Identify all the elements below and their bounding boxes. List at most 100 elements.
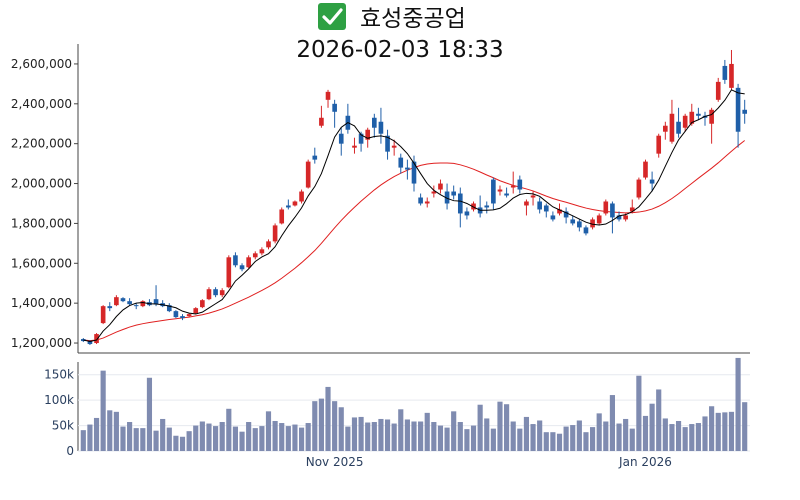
candle <box>186 313 192 318</box>
candle <box>312 147 318 164</box>
candle-body <box>656 135 662 154</box>
candle <box>477 195 483 218</box>
candle <box>345 103 351 134</box>
candle-body <box>444 191 450 204</box>
candle <box>742 99 748 124</box>
candle-body <box>570 219 576 224</box>
candle-body <box>213 289 218 296</box>
candle-body <box>550 215 556 220</box>
candle <box>497 185 503 196</box>
volume-bar <box>636 375 642 451</box>
volume-bar <box>563 426 569 451</box>
candle <box>279 207 285 225</box>
volume-bar <box>179 436 186 451</box>
candle <box>338 127 344 156</box>
candle-body <box>735 87 741 132</box>
volume-bar <box>689 424 695 451</box>
candle-body <box>629 207 635 212</box>
volume-bar <box>140 428 146 451</box>
candle-body <box>312 155 318 160</box>
candle <box>424 197 430 208</box>
volume-bar <box>384 419 391 451</box>
candle-body <box>140 301 146 307</box>
candle <box>563 207 569 224</box>
volume-bar <box>246 422 252 451</box>
volume-bar <box>437 425 444 451</box>
candle-body <box>107 306 113 309</box>
candle <box>133 303 139 310</box>
volume-bar <box>583 432 589 451</box>
volume-bar <box>550 432 556 451</box>
volume-bar <box>199 421 205 451</box>
candle-body <box>372 117 377 128</box>
volume-bar <box>160 418 166 451</box>
volume-bar <box>484 418 490 451</box>
candle <box>444 183 450 210</box>
candle <box>517 175 523 194</box>
ma5-series-line <box>83 89 745 342</box>
candle-body <box>325 91 331 100</box>
volume-bar <box>609 395 615 451</box>
volume-bar <box>305 423 311 451</box>
candle-body <box>173 311 179 318</box>
candle-body <box>272 225 278 242</box>
candle-body <box>233 255 238 266</box>
candle-body <box>114 297 119 306</box>
candle-body <box>682 115 688 128</box>
candle <box>663 121 668 140</box>
volume-bar <box>265 411 272 451</box>
candle-body <box>424 201 430 204</box>
volume-bar <box>662 418 668 451</box>
candle <box>457 187 463 228</box>
candle-body <box>100 306 106 324</box>
volume-bar <box>497 401 503 451</box>
candle-body <box>219 290 225 296</box>
candle <box>729 49 734 90</box>
candle <box>636 177 642 200</box>
volume-bar <box>292 424 298 451</box>
candle-body <box>431 191 437 194</box>
candle-body <box>457 193 463 214</box>
volume-bar <box>470 425 477 451</box>
candle <box>491 177 496 210</box>
volume-bar <box>325 386 331 451</box>
volume-bar <box>457 422 463 451</box>
candle <box>696 107 701 120</box>
candle-body <box>557 209 562 214</box>
candle <box>398 153 404 174</box>
volume-bar <box>219 422 225 451</box>
candle-body <box>226 257 232 288</box>
volume-bar <box>100 370 106 451</box>
candle-body <box>299 191 304 202</box>
candle <box>219 288 225 298</box>
candle <box>80 338 86 343</box>
candle <box>378 107 384 144</box>
volume-bar <box>173 435 179 451</box>
volume-bar <box>517 428 523 451</box>
volume-bar <box>523 416 530 451</box>
volume-bar <box>669 424 675 451</box>
candle <box>352 137 357 154</box>
volume-bar <box>378 418 384 451</box>
volume-bar <box>107 410 113 451</box>
candle-body <box>94 334 99 344</box>
candle-body <box>510 185 516 188</box>
price-tick-label: 1,800,000 <box>11 216 72 230</box>
candle-body <box>292 201 298 206</box>
candle-body <box>332 103 337 112</box>
candle-body <box>239 265 245 270</box>
volume-bar <box>371 422 377 451</box>
candles <box>80 49 748 346</box>
candle <box>292 200 298 207</box>
volume-bar <box>623 418 629 451</box>
volume-bar <box>709 406 715 451</box>
candle <box>365 127 371 148</box>
volume-bar <box>312 401 318 451</box>
candle <box>332 99 337 128</box>
volume-bar <box>444 427 450 451</box>
candle <box>200 299 205 309</box>
volume-bar <box>298 427 305 451</box>
candle <box>577 219 582 232</box>
ma5-line <box>83 89 745 342</box>
